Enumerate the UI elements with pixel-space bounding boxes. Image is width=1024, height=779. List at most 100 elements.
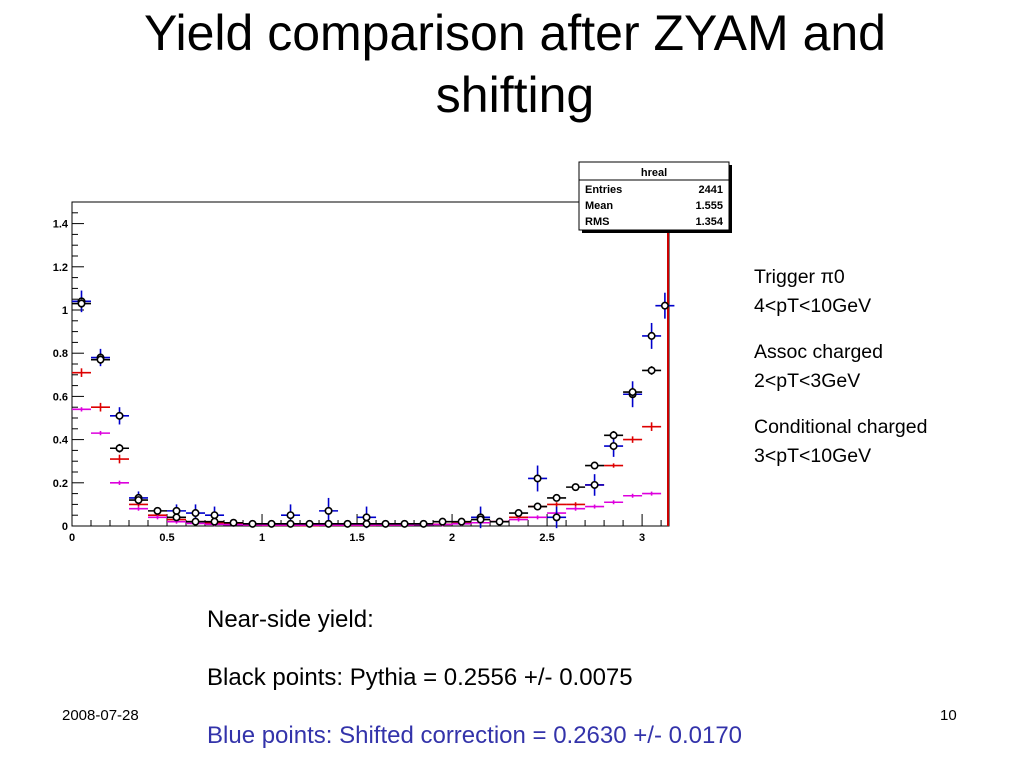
stats-label-entries: Entries: [585, 184, 622, 196]
open-circle-marker: [115, 444, 124, 453]
data-point-magenta: [148, 515, 168, 520]
data-point-red: [566, 502, 586, 507]
data-point-black: [528, 502, 548, 511]
open-circle-marker: [514, 509, 523, 518]
x-tick-label: 2.5: [539, 532, 554, 544]
open-circle-marker: [438, 517, 447, 526]
data-point-black: [433, 517, 453, 526]
open-circle-marker: [419, 519, 428, 528]
series-layer: [72, 290, 675, 529]
open-circle-marker: [77, 299, 86, 308]
stats-box: hreal Entries 2441 Mean 1.555 RMS 1.354: [578, 161, 732, 233]
open-circle-marker: [400, 519, 409, 528]
open-circle-marker: [495, 517, 504, 526]
data-point-red: [91, 402, 111, 412]
data-point-black: [224, 518, 244, 527]
open-circle-marker: [286, 511, 295, 520]
data-point-black: [471, 515, 491, 524]
data-point-magenta: [110, 480, 130, 485]
data-point-blue: [528, 465, 548, 492]
data-point-black: [129, 496, 149, 505]
plot-frame: [71, 201, 670, 527]
x-tick-label: 1.5: [349, 532, 364, 544]
yield-plot: 0 0.2 0.4 0.6 0.8 1 1.2 1.4 0 0.5 1 1.5 2 2.5 3 hreal…: [53, 161, 732, 544]
data-point-black: [604, 430, 624, 440]
assoc-line1: Assoc charged: [754, 341, 883, 363]
open-circle-marker: [381, 519, 390, 528]
trigger-line2: 4<pT<10GeV: [754, 295, 872, 317]
data-point-black: [91, 355, 111, 364]
trigger-line1: Trigger π0: [754, 266, 845, 288]
data-point-red: [110, 454, 130, 464]
open-circle-marker: [457, 517, 466, 526]
data-point-magenta: [642, 491, 662, 496]
data-point-black: [585, 461, 605, 470]
data-point-black: [509, 509, 529, 518]
stats-value-entries: 2441: [699, 184, 723, 196]
open-circle-marker: [628, 388, 637, 397]
stats-value-rms: 1.354: [695, 216, 723, 228]
y-tick-label: 0: [62, 521, 68, 533]
x-tick-label: 0: [69, 532, 75, 544]
open-circle-marker: [362, 513, 371, 522]
cond-line1: Conditional charged: [754, 416, 928, 438]
shifted-result: Blue points: Shifted correction = 0.2630…: [207, 722, 743, 749]
slide-title: Yield comparison after ZYAM and shifting: [144, 5, 886, 123]
x-tick-label: 0.5: [159, 532, 174, 544]
data-point-black: [319, 519, 339, 528]
trigger-info: Trigger π0 4<pT<10GeV: [754, 263, 1016, 321]
data-point-magenta: [604, 500, 624, 505]
data-point-magenta: [509, 517, 529, 522]
open-circle-marker: [305, 519, 314, 528]
open-circle-marker: [609, 442, 618, 451]
open-circle-marker: [552, 513, 561, 522]
data-point-blue: [655, 292, 675, 319]
data-point-blue: [642, 322, 662, 349]
y-tick-label: 1.2: [53, 262, 68, 274]
data-point-black: [281, 519, 301, 528]
y-tick-label: 0.2: [53, 478, 68, 490]
y-tick-label: 0.4: [53, 435, 69, 447]
data-point-blue: [319, 497, 339, 524]
near-side-heading: Near-side yield:: [207, 606, 374, 633]
data-point-black: [566, 483, 586, 492]
open-circle-marker: [609, 431, 618, 440]
open-circle-marker: [172, 506, 181, 515]
data-point-black: [376, 519, 396, 528]
data-point-black: [357, 519, 377, 528]
open-circle-marker: [647, 331, 656, 340]
open-circle-marker: [153, 506, 162, 515]
open-circle-marker: [115, 411, 124, 420]
data-point-black: [338, 519, 358, 528]
assoc-line2: 2<pT<3GeV: [754, 370, 861, 392]
data-point-black: [262, 519, 282, 528]
footer-date: 2008-07-28: [62, 707, 139, 724]
open-circle-marker: [267, 519, 276, 528]
data-point-black: [300, 519, 320, 528]
y-tick-label: 0.8: [53, 348, 68, 360]
open-circle-marker: [134, 496, 143, 505]
open-circle-marker: [191, 517, 200, 526]
data-point-blue: [110, 407, 130, 425]
open-circle-marker: [248, 519, 257, 528]
series-black: [72, 299, 662, 528]
cond-line2: 3<pT<10GeV: [754, 445, 872, 467]
open-circle-marker: [324, 506, 333, 515]
data-point-magenta: [528, 515, 548, 520]
open-circle-marker: [590, 480, 599, 489]
y-tick-label: 1: [62, 305, 68, 317]
stats-box-title: hreal: [641, 167, 667, 179]
data-point-black: [642, 366, 662, 375]
y-axis: 0 0.2 0.4 0.6 0.8 1 1.2 1.4: [53, 201, 84, 533]
data-point-red: [642, 422, 662, 431]
open-circle-marker: [660, 301, 669, 310]
stats-label-rms: RMS: [585, 216, 609, 228]
data-point-black: [205, 517, 225, 526]
pythia-result: Black points: Pythia = 0.2556 +/- 0.0075: [207, 664, 633, 691]
data-point-black: [623, 387, 643, 397]
stats-label-mean: Mean: [585, 200, 613, 212]
data-point-black: [72, 299, 92, 308]
series-red: [72, 368, 662, 528]
data-point-black: [110, 443, 130, 453]
data-point-black: [452, 517, 472, 526]
